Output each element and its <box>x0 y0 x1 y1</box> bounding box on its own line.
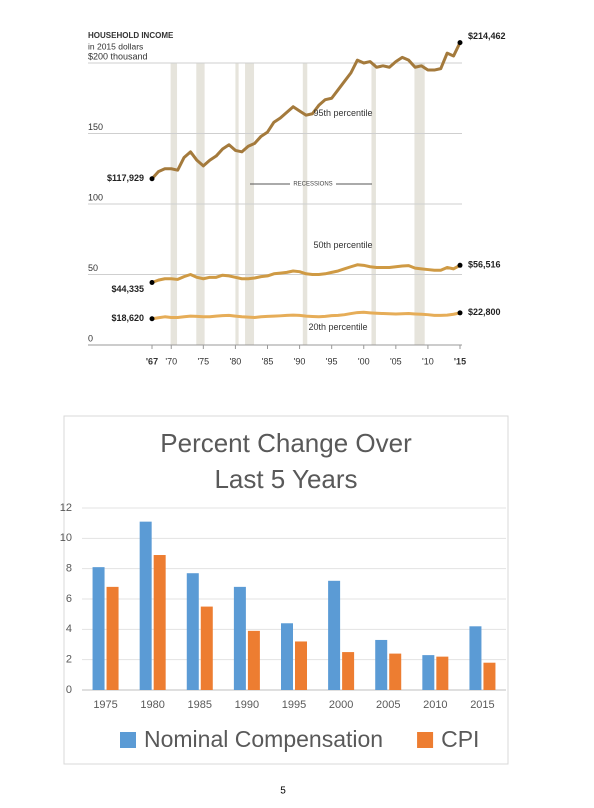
bar <box>106 586 119 690</box>
x-tick-label: '10 <box>422 356 434 366</box>
x-tick-label: 2010 <box>423 699 447 711</box>
y-tick-label: 150 <box>88 122 103 132</box>
y-tick-label: 2 <box>66 654 72 666</box>
recession-label: RECESSIONS <box>293 182 332 188</box>
x-tick-label: '85 <box>262 356 274 366</box>
value-label: $22,800 <box>468 307 501 317</box>
value-label: $18,620 <box>111 313 144 323</box>
legend-label: Nominal Compensation <box>144 726 383 752</box>
value-label: $117,929 <box>107 173 144 183</box>
bar <box>281 623 293 690</box>
end-point <box>149 279 155 285</box>
x-tick-label: 1995 <box>282 699 306 711</box>
end-point <box>149 176 155 182</box>
bar <box>328 580 341 690</box>
series-label: 50th percentile <box>313 240 373 250</box>
x-tick-label: '00 <box>358 356 370 366</box>
x-tick-label: '15 <box>454 356 466 366</box>
y-tick-label: 8 <box>66 563 72 575</box>
bar <box>469 626 482 690</box>
legend-label: CPI <box>441 726 479 752</box>
y-tick-label: 100 <box>88 192 103 202</box>
bar <box>483 662 496 690</box>
value-label: $214,462 <box>468 31 506 41</box>
bar <box>186 573 199 690</box>
bar <box>139 521 152 690</box>
chart-subtitle: in 2015 dollars <box>88 41 143 51</box>
series-line <box>151 310 461 321</box>
y-tick-label: 0 <box>66 684 72 696</box>
bar <box>233 586 246 690</box>
bar <box>92 567 105 690</box>
x-tick-label: 1975 <box>93 699 117 711</box>
chart-title: Percent Change Over Last 5 Years <box>160 428 412 494</box>
bar <box>375 639 388 690</box>
bar <box>389 653 402 690</box>
series-line <box>150 41 462 180</box>
bar <box>200 606 213 690</box>
y-tick-label: 6 <box>66 593 72 605</box>
chart-title: HOUSEHOLD INCOME <box>88 31 174 40</box>
bar <box>247 630 260 690</box>
bar <box>153 555 166 690</box>
x-tick-label: '95 <box>326 356 338 366</box>
x-tick-label: '90 <box>294 356 306 366</box>
legend-swatch <box>120 732 136 748</box>
bar <box>422 655 435 690</box>
page-number: 5 <box>280 786 286 797</box>
chart-frame <box>63 415 509 765</box>
x-tick-label: '67 <box>146 356 158 366</box>
x-tick-label: 1985 <box>188 699 212 711</box>
y-tick-label: 10 <box>60 532 72 544</box>
series-line <box>151 263 461 284</box>
x-tick-label: '80 <box>230 356 242 366</box>
y-tick-label: 12 <box>60 502 72 514</box>
legend-swatch <box>417 732 434 748</box>
value-label: $56,516 <box>468 260 501 270</box>
value-label: $44,335 <box>111 284 144 294</box>
bar <box>436 656 449 690</box>
x-tick-label: 2000 <box>329 699 353 711</box>
x-tick-label: 1980 <box>140 699 164 711</box>
y-tick-label: 50 <box>88 263 98 273</box>
y-tick-label: $200 thousand <box>88 51 148 61</box>
bar <box>342 652 355 690</box>
bar <box>295 641 307 690</box>
x-tick-label: 1990 <box>235 699 259 711</box>
y-tick-label: 4 <box>66 623 72 635</box>
x-tick-label: '75 <box>197 356 209 366</box>
end-point <box>457 40 463 46</box>
x-tick-label: '05 <box>390 356 402 366</box>
x-tick-label: 2005 <box>376 699 400 711</box>
series-label: 95th percentile <box>313 108 373 118</box>
x-tick-label: '70 <box>165 356 177 366</box>
y-tick-label: 0 <box>88 333 93 343</box>
series-label: 20th percentile <box>308 322 368 332</box>
end-point <box>457 262 463 268</box>
end-point <box>457 310 463 316</box>
x-tick-label: 2015 <box>470 699 494 711</box>
end-point <box>149 316 155 322</box>
